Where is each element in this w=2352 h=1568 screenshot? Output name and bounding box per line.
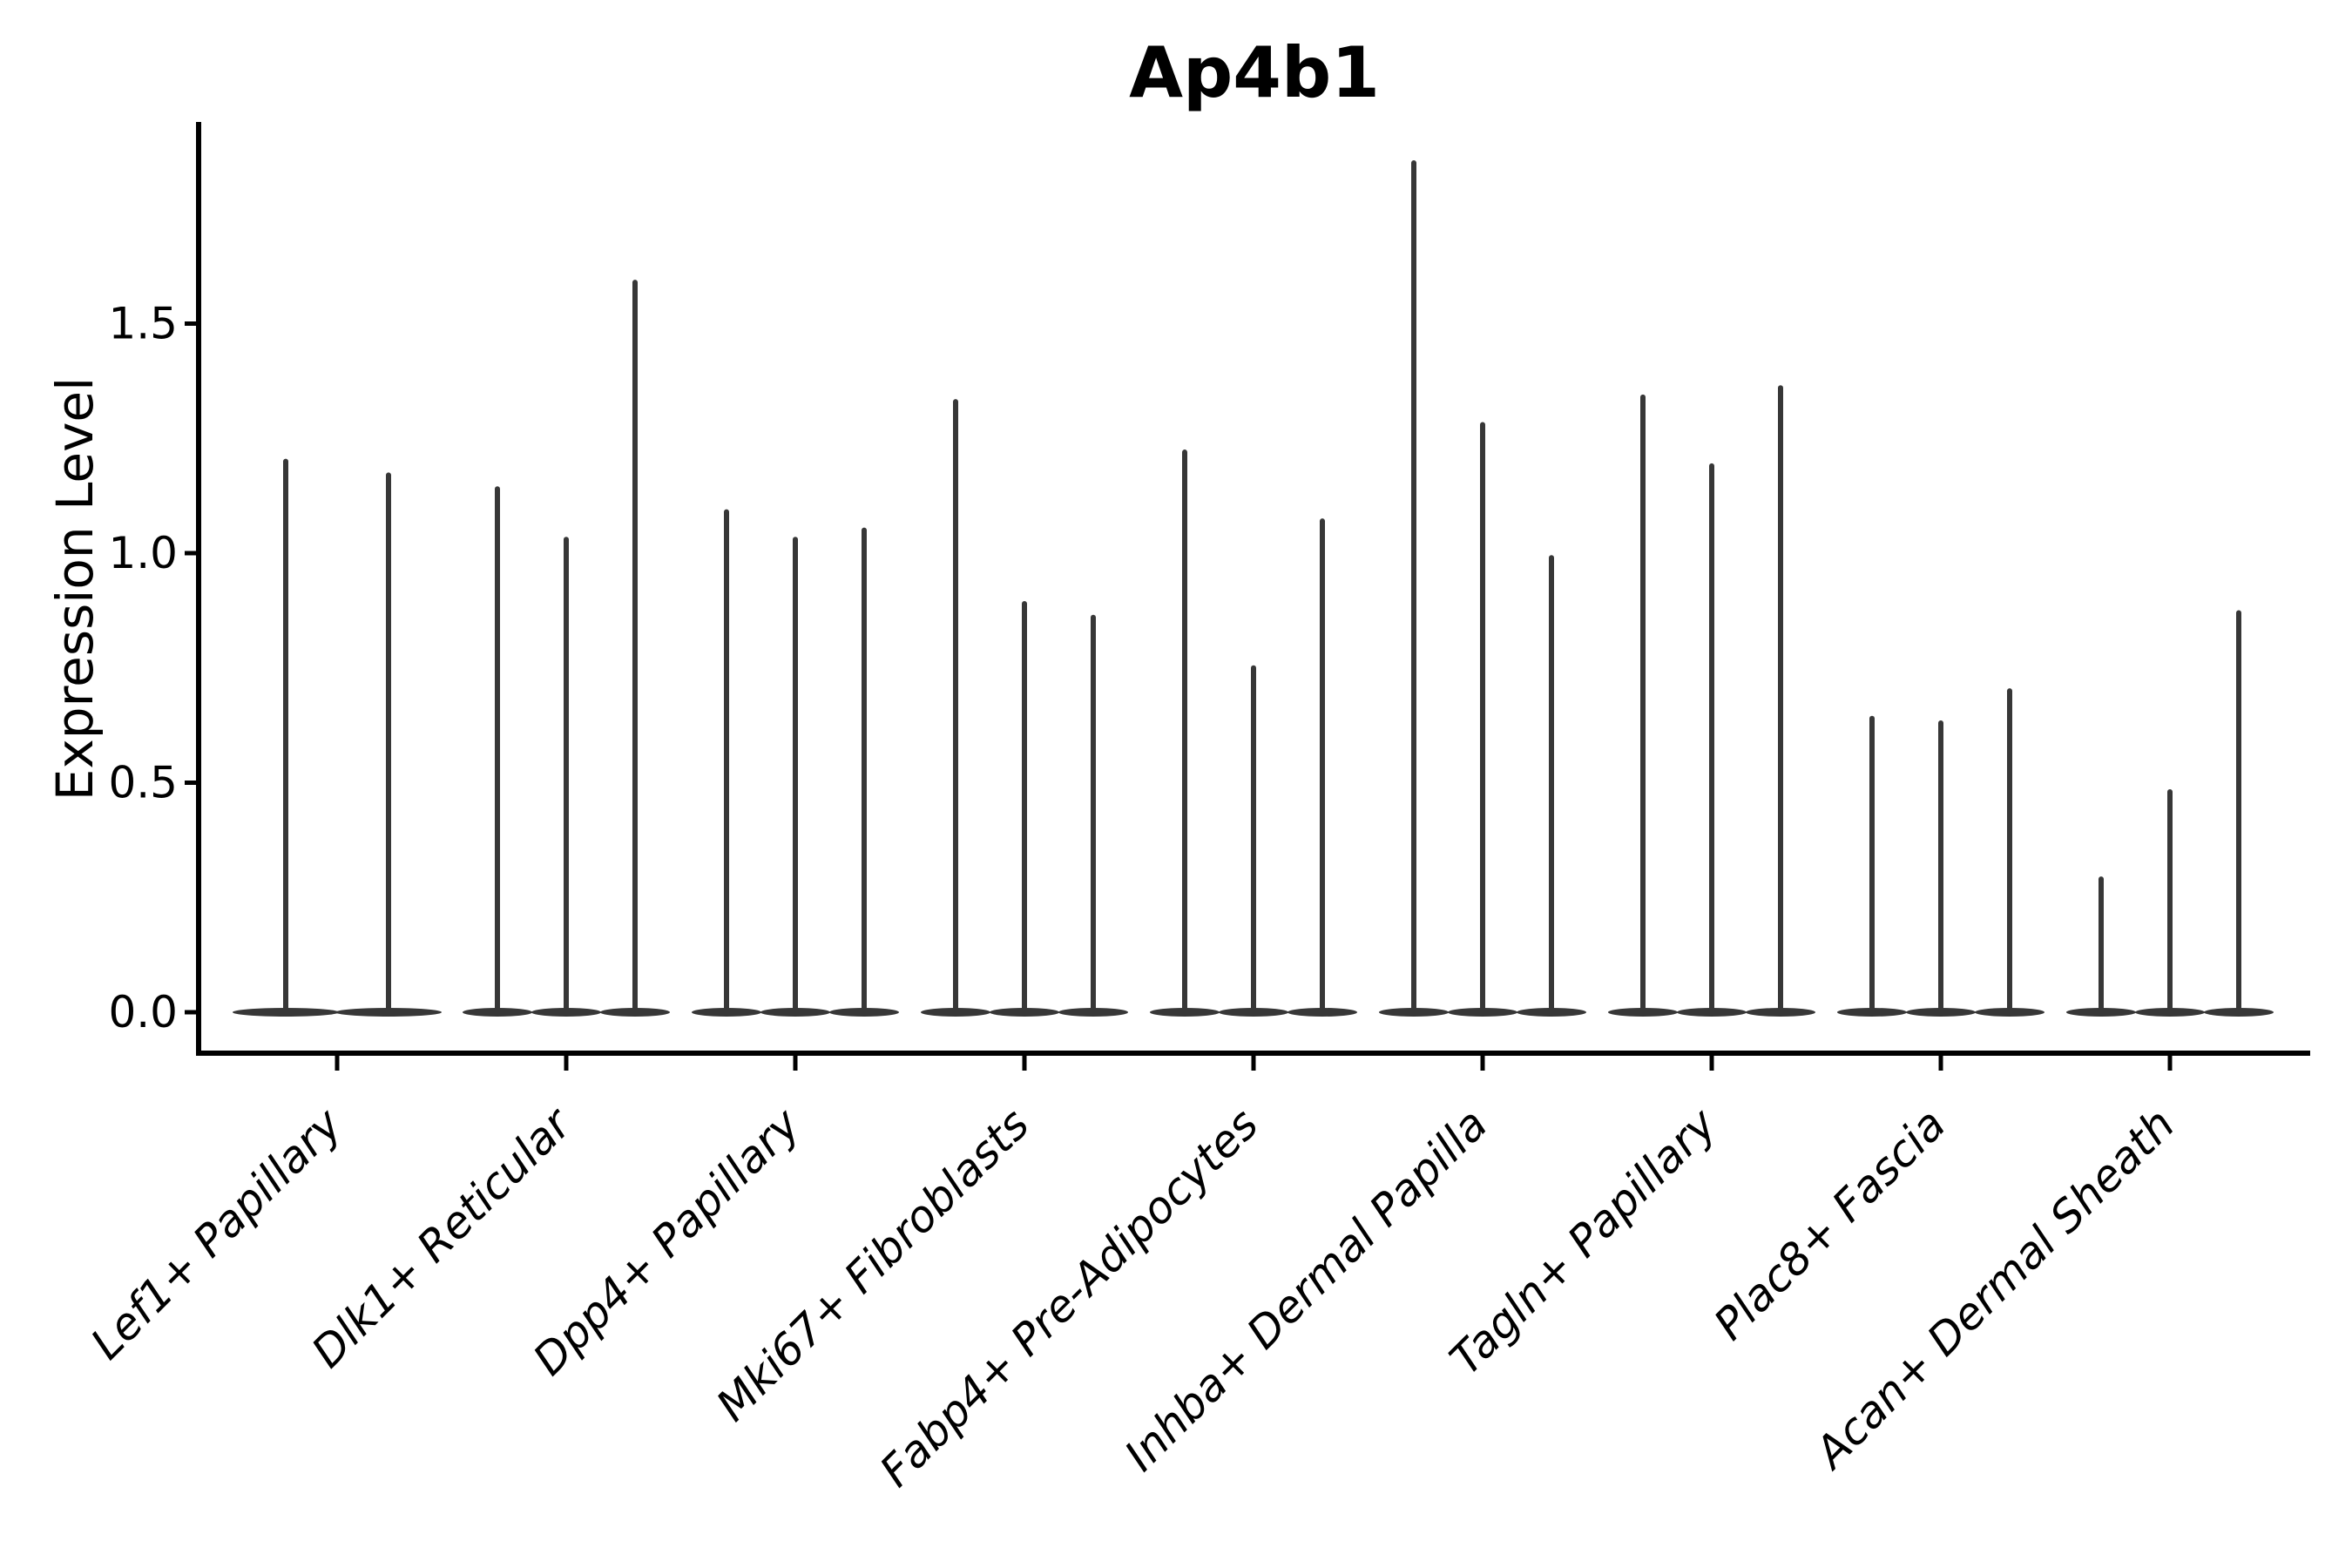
x-tick-label: Acan+ Dermal Sheath [1804,1098,2185,1479]
x-tick-label: Lef1+ Papillary [81,1098,352,1369]
plot-title: Ap4b1 [1129,32,1380,113]
y-tick-label: 1.5 [108,299,178,349]
y-tick-label: 0.5 [108,758,178,808]
x-tick-label: Inhba+ Dermal Papilla [1115,1098,1497,1480]
y-tick-label: 0.0 [108,987,178,1037]
x-tick-label: Fabp4+ Pre-Adipocytes [870,1098,1268,1497]
x-tick-label: Plac8+ Fascia [1705,1098,1956,1349]
y-tick-label: 1.0 [108,528,178,578]
